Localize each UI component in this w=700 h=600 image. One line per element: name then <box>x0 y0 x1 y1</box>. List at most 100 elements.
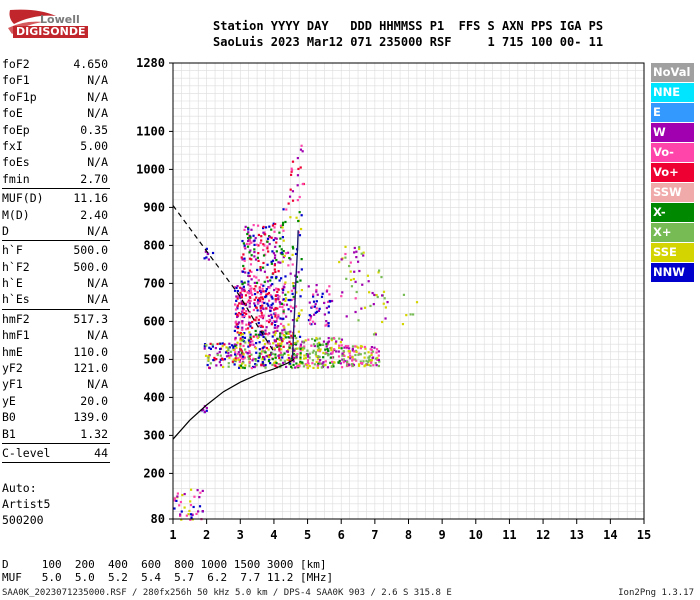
echo-point <box>299 148 303 151</box>
echo-point <box>239 364 243 367</box>
echo-point <box>236 285 239 288</box>
echo-point <box>288 346 291 349</box>
echo-point <box>259 306 262 310</box>
echo-point <box>242 357 245 360</box>
echo-point <box>360 252 363 255</box>
param-value: 2.40 <box>80 207 108 222</box>
echo-point <box>248 302 251 305</box>
echo-point <box>317 355 320 358</box>
param-separator <box>2 188 110 190</box>
echo-point <box>312 349 315 352</box>
y-tick-label: 1100 <box>136 124 165 138</box>
echo-point <box>238 366 241 370</box>
echo-point <box>301 182 304 186</box>
echo-point <box>327 322 330 325</box>
echo-point <box>257 333 260 336</box>
param-value: N/A <box>87 89 108 104</box>
echo-point <box>335 340 338 343</box>
echo-point <box>286 342 289 345</box>
echo-point <box>307 319 311 322</box>
echo-point <box>299 357 302 361</box>
param-row-hme: hmE 110.0 <box>2 344 110 360</box>
echo-point <box>250 287 253 290</box>
echo-point <box>374 362 377 365</box>
echo-point <box>274 237 277 240</box>
echo-point <box>243 314 246 318</box>
echo-point <box>261 334 264 337</box>
echo-point <box>272 238 275 242</box>
echo-point <box>275 361 278 365</box>
echo-point <box>290 169 294 172</box>
echo-point <box>205 247 208 250</box>
echo-point <box>253 287 256 291</box>
echo-point <box>274 330 277 333</box>
echo-point <box>349 278 353 282</box>
echo-point <box>377 350 381 353</box>
echo-point <box>248 242 251 246</box>
echo-point <box>274 356 277 359</box>
echo-point <box>306 349 309 352</box>
echo-point <box>298 211 301 214</box>
echo-point <box>355 359 358 362</box>
echo-point <box>255 281 259 284</box>
echo-point <box>244 247 247 250</box>
echo-point <box>274 312 277 315</box>
echo-point <box>250 241 253 244</box>
echo-point <box>266 292 269 296</box>
echo-point <box>315 307 318 310</box>
echo-point <box>261 298 265 301</box>
echo-point <box>255 341 258 345</box>
echo-point <box>329 356 332 359</box>
echo-point <box>289 330 292 333</box>
echo-point <box>292 349 296 352</box>
echo-point <box>221 342 224 345</box>
echo-point <box>311 351 314 354</box>
echo-point <box>275 344 278 347</box>
echo-point <box>338 359 341 363</box>
echo-point <box>282 312 285 315</box>
echo-point <box>236 357 240 360</box>
echo-point <box>263 244 266 247</box>
echo-point <box>295 318 298 321</box>
echo-point <box>258 352 261 355</box>
echo-point <box>253 248 256 251</box>
echo-point <box>248 310 251 314</box>
echo-point <box>271 352 274 356</box>
echo-point <box>375 293 378 297</box>
echo-point <box>275 317 279 320</box>
param-row-hmf1: hmF1 N/A <box>2 327 110 343</box>
echo-point <box>274 294 277 298</box>
echo-point <box>266 276 269 279</box>
echo-point <box>235 299 238 302</box>
echo-point <box>242 264 245 268</box>
echo-point <box>247 352 250 355</box>
echo-point <box>247 323 251 326</box>
echo-point <box>205 409 208 412</box>
echo-point <box>243 246 246 249</box>
echo-point <box>310 344 313 347</box>
echo-point <box>377 358 380 362</box>
echo-point <box>269 361 272 365</box>
echo-point <box>180 518 183 521</box>
echo-point <box>354 297 357 300</box>
param-value: 517.3 <box>73 311 108 326</box>
x-tick-label: 4 <box>270 528 277 542</box>
legend-item-voplus: Vo+ <box>651 163 694 182</box>
echo-point <box>291 319 295 322</box>
echo-point <box>342 350 345 353</box>
echo-point <box>277 324 280 328</box>
echo-point <box>277 363 280 366</box>
echo-point <box>315 310 319 313</box>
echo-point <box>250 228 253 231</box>
echo-point <box>251 359 254 362</box>
param-name: h`E <box>2 276 23 291</box>
echo-point <box>257 318 260 321</box>
echo-point <box>288 340 291 343</box>
echo-point <box>266 354 269 357</box>
echo-point <box>254 329 257 333</box>
echo-point <box>312 366 315 369</box>
echo-point <box>295 337 298 340</box>
param-name: M(D) <box>2 207 30 222</box>
echo-point <box>262 346 265 349</box>
echo-point <box>316 349 320 352</box>
